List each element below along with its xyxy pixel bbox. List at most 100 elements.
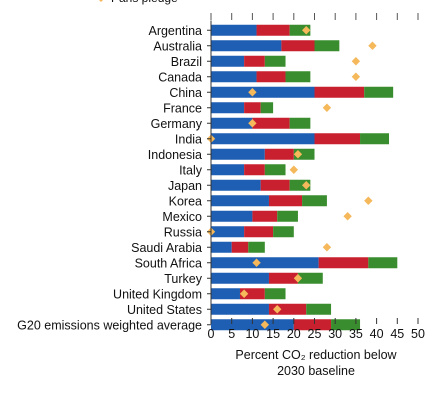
pledge-marker	[368, 41, 377, 50]
bar-segment-2	[268, 272, 298, 284]
bar-segment-3	[293, 148, 315, 160]
pledge-marker	[322, 103, 332, 112]
bar-segment-1	[211, 195, 269, 207]
category-label: France	[163, 101, 202, 115]
bar-segment-3	[331, 319, 361, 331]
bar-segment-2	[318, 257, 369, 269]
bar-segment-2	[268, 303, 307, 315]
markers-group	[206, 26, 377, 329]
bar-segment-1	[211, 71, 257, 83]
bar-segment-3	[264, 288, 286, 300]
pledge-marker	[252, 258, 261, 267]
category-label: Russia	[164, 225, 202, 239]
x-tick-label: 5	[228, 327, 235, 341]
category-label: South Africa	[135, 256, 202, 270]
x-tick-label: 15	[266, 327, 280, 341]
bar-segment-1	[211, 319, 294, 331]
bar-segment-3	[264, 55, 286, 67]
bar-segment-3	[273, 226, 294, 238]
pledge-marker	[248, 88, 257, 97]
category-label: Argentina	[148, 24, 202, 38]
bar-segment-1	[211, 164, 245, 176]
x-tick-label: 20	[287, 327, 301, 341]
category-label: Germany	[151, 117, 203, 131]
bar-segment-1	[211, 226, 245, 238]
x-tick-label: 50	[411, 327, 425, 341]
bar-segment-1	[211, 24, 257, 36]
bar-segment-1	[211, 272, 269, 284]
x-axis-title: 2030 baseline	[277, 364, 355, 378]
legend-marker	[99, 0, 103, 2]
pledge-marker	[351, 72, 361, 81]
pledge-marker	[239, 289, 249, 298]
bar-segment-3	[285, 71, 311, 83]
bar-segment-1	[211, 148, 265, 160]
x-tick-label: 40	[370, 327, 384, 341]
pledge-marker	[260, 320, 270, 329]
bar-segment-2	[252, 210, 278, 222]
category-label: India	[175, 132, 202, 146]
pledge-marker	[293, 274, 303, 283]
category-label: Brazil	[171, 55, 202, 69]
pledge-marker	[289, 165, 298, 174]
bar-segment-3	[264, 164, 286, 176]
category-label: Mexico	[162, 210, 202, 224]
legend-label: Paris pledge	[111, 0, 178, 5]
bar-segment-2	[244, 102, 261, 114]
bar-segment-2	[252, 117, 290, 129]
bar-segment-2	[256, 24, 290, 36]
bars-group	[211, 24, 398, 331]
bar-segment-1	[211, 117, 253, 129]
pledge-marker	[364, 196, 373, 205]
x-tick-label: 25	[308, 327, 322, 341]
bar-segment-3	[260, 102, 274, 114]
x-axis-title: Percent CO₂ reduction below	[235, 348, 397, 362]
pledge-marker	[351, 57, 361, 66]
bar-segment-2	[231, 241, 249, 253]
category-label: United States	[127, 303, 202, 317]
bar-segment-1	[211, 303, 269, 315]
bar-segment-1	[211, 288, 240, 300]
bar-segment-3	[360, 133, 390, 145]
bar-segment-2	[293, 319, 332, 331]
category-label: Saudi Arabia	[131, 241, 202, 255]
bar-segment-3	[289, 117, 311, 129]
category-label: United Kingdom	[113, 287, 202, 301]
bar-segment-1	[211, 179, 261, 191]
bar-segment-1	[211, 241, 232, 253]
bar-segment-2	[244, 226, 274, 238]
bar-segment-2	[256, 71, 286, 83]
pledge-marker	[343, 212, 352, 221]
bar-segment-3	[289, 179, 311, 191]
bar-segment-2	[264, 148, 294, 160]
bar-segment-3	[297, 272, 323, 284]
x-tick-label: 0	[208, 327, 215, 341]
bar-segment-1	[211, 102, 245, 114]
x-tick-label: 10	[245, 327, 259, 341]
bar-segment-3	[314, 40, 340, 52]
category-label: Korea	[169, 194, 202, 208]
bar-segment-1	[211, 55, 245, 67]
bar-segment-2	[239, 288, 265, 300]
bar-segment-3	[368, 257, 398, 269]
category-label: Australia	[153, 39, 202, 53]
x-tick-label: 30	[328, 327, 342, 341]
bar-segment-2	[314, 133, 361, 145]
category-label: Turkey	[164, 272, 202, 286]
bar-segment-3	[306, 303, 332, 315]
bar-segment-2	[260, 179, 290, 191]
pledge-marker	[322, 243, 332, 252]
bar-segment-2	[268, 195, 303, 207]
bar-segment-1	[211, 257, 319, 269]
category-label: Italy	[179, 163, 203, 177]
category-label: Canada	[158, 70, 202, 84]
category-label: G20 emissions weighted average	[17, 318, 202, 332]
bar-segment-1	[211, 86, 315, 98]
bar-segment-2	[281, 40, 315, 52]
bar-segment-3	[277, 210, 298, 222]
bar-segment-1	[211, 210, 253, 222]
bar-segment-1	[211, 133, 315, 145]
category-label: Japan	[168, 179, 202, 193]
